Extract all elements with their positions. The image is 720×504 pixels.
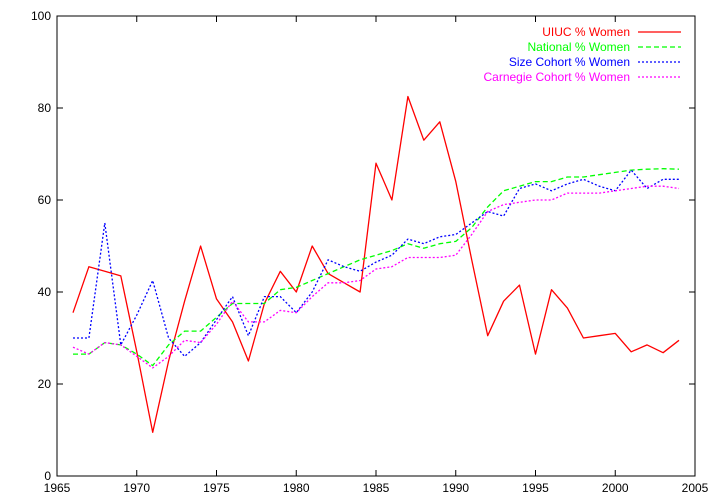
legend-label: UIUC % Women <box>542 25 630 39</box>
x-tick-label: 1990 <box>442 481 469 495</box>
x-tick-label: 1980 <box>283 481 310 495</box>
y-tick-label: 20 <box>38 377 52 391</box>
x-tick-label: 1995 <box>522 481 549 495</box>
series-layer <box>72 95 680 433</box>
y-tick-label: 100 <box>31 9 51 23</box>
x-tick-label: 1975 <box>203 481 230 495</box>
y-tick-label: 0 <box>44 469 51 483</box>
legend-label: National % Women <box>528 40 631 54</box>
plot-area-frame <box>56 15 696 477</box>
axis-ticks: 1965 1970 1975 1980 1985 1990 1995 2000 2005 0 20 4… <box>31 9 709 495</box>
x-tick-label: 2000 <box>602 481 629 495</box>
series-line <box>73 168 680 367</box>
x-tick-label: 1970 <box>123 481 150 495</box>
x-tick-label: 1985 <box>363 481 390 495</box>
series-line <box>72 185 680 369</box>
y-tick-label: 40 <box>38 285 52 299</box>
y-tick-label: 80 <box>38 101 52 115</box>
series-line <box>72 95 680 433</box>
legend-label: Size Cohort % Women <box>509 55 630 69</box>
legend-label: Carnegie Cohort % Women <box>483 70 630 84</box>
x-tick-label: 2005 <box>682 481 709 495</box>
series-line <box>73 169 679 358</box>
y-tick-label: 60 <box>38 193 52 207</box>
x-tick-label: 1965 <box>44 481 71 495</box>
